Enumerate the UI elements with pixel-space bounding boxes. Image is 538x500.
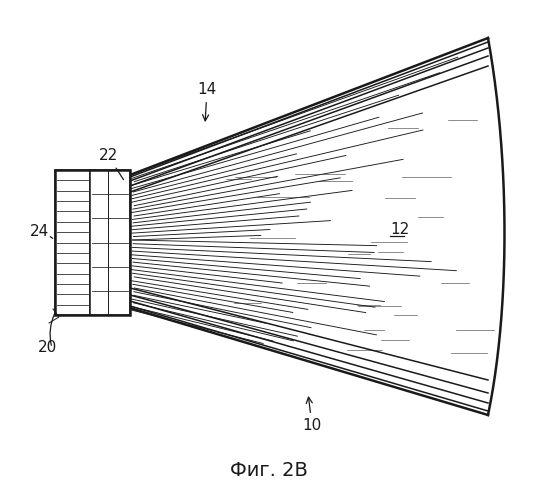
Bar (55, 170, 90, 315)
Text: Фиг. 2B: Фиг. 2B (230, 461, 308, 480)
Bar (55, 170, 130, 315)
Text: 10: 10 (302, 397, 322, 433)
Text: 22: 22 (98, 148, 124, 180)
Bar (55, 170, 130, 315)
Text: 20: 20 (38, 340, 57, 355)
Bar (90, 170, 130, 315)
Text: 14: 14 (197, 82, 217, 121)
Text: 24: 24 (30, 224, 49, 240)
Text: 12: 12 (390, 222, 409, 238)
